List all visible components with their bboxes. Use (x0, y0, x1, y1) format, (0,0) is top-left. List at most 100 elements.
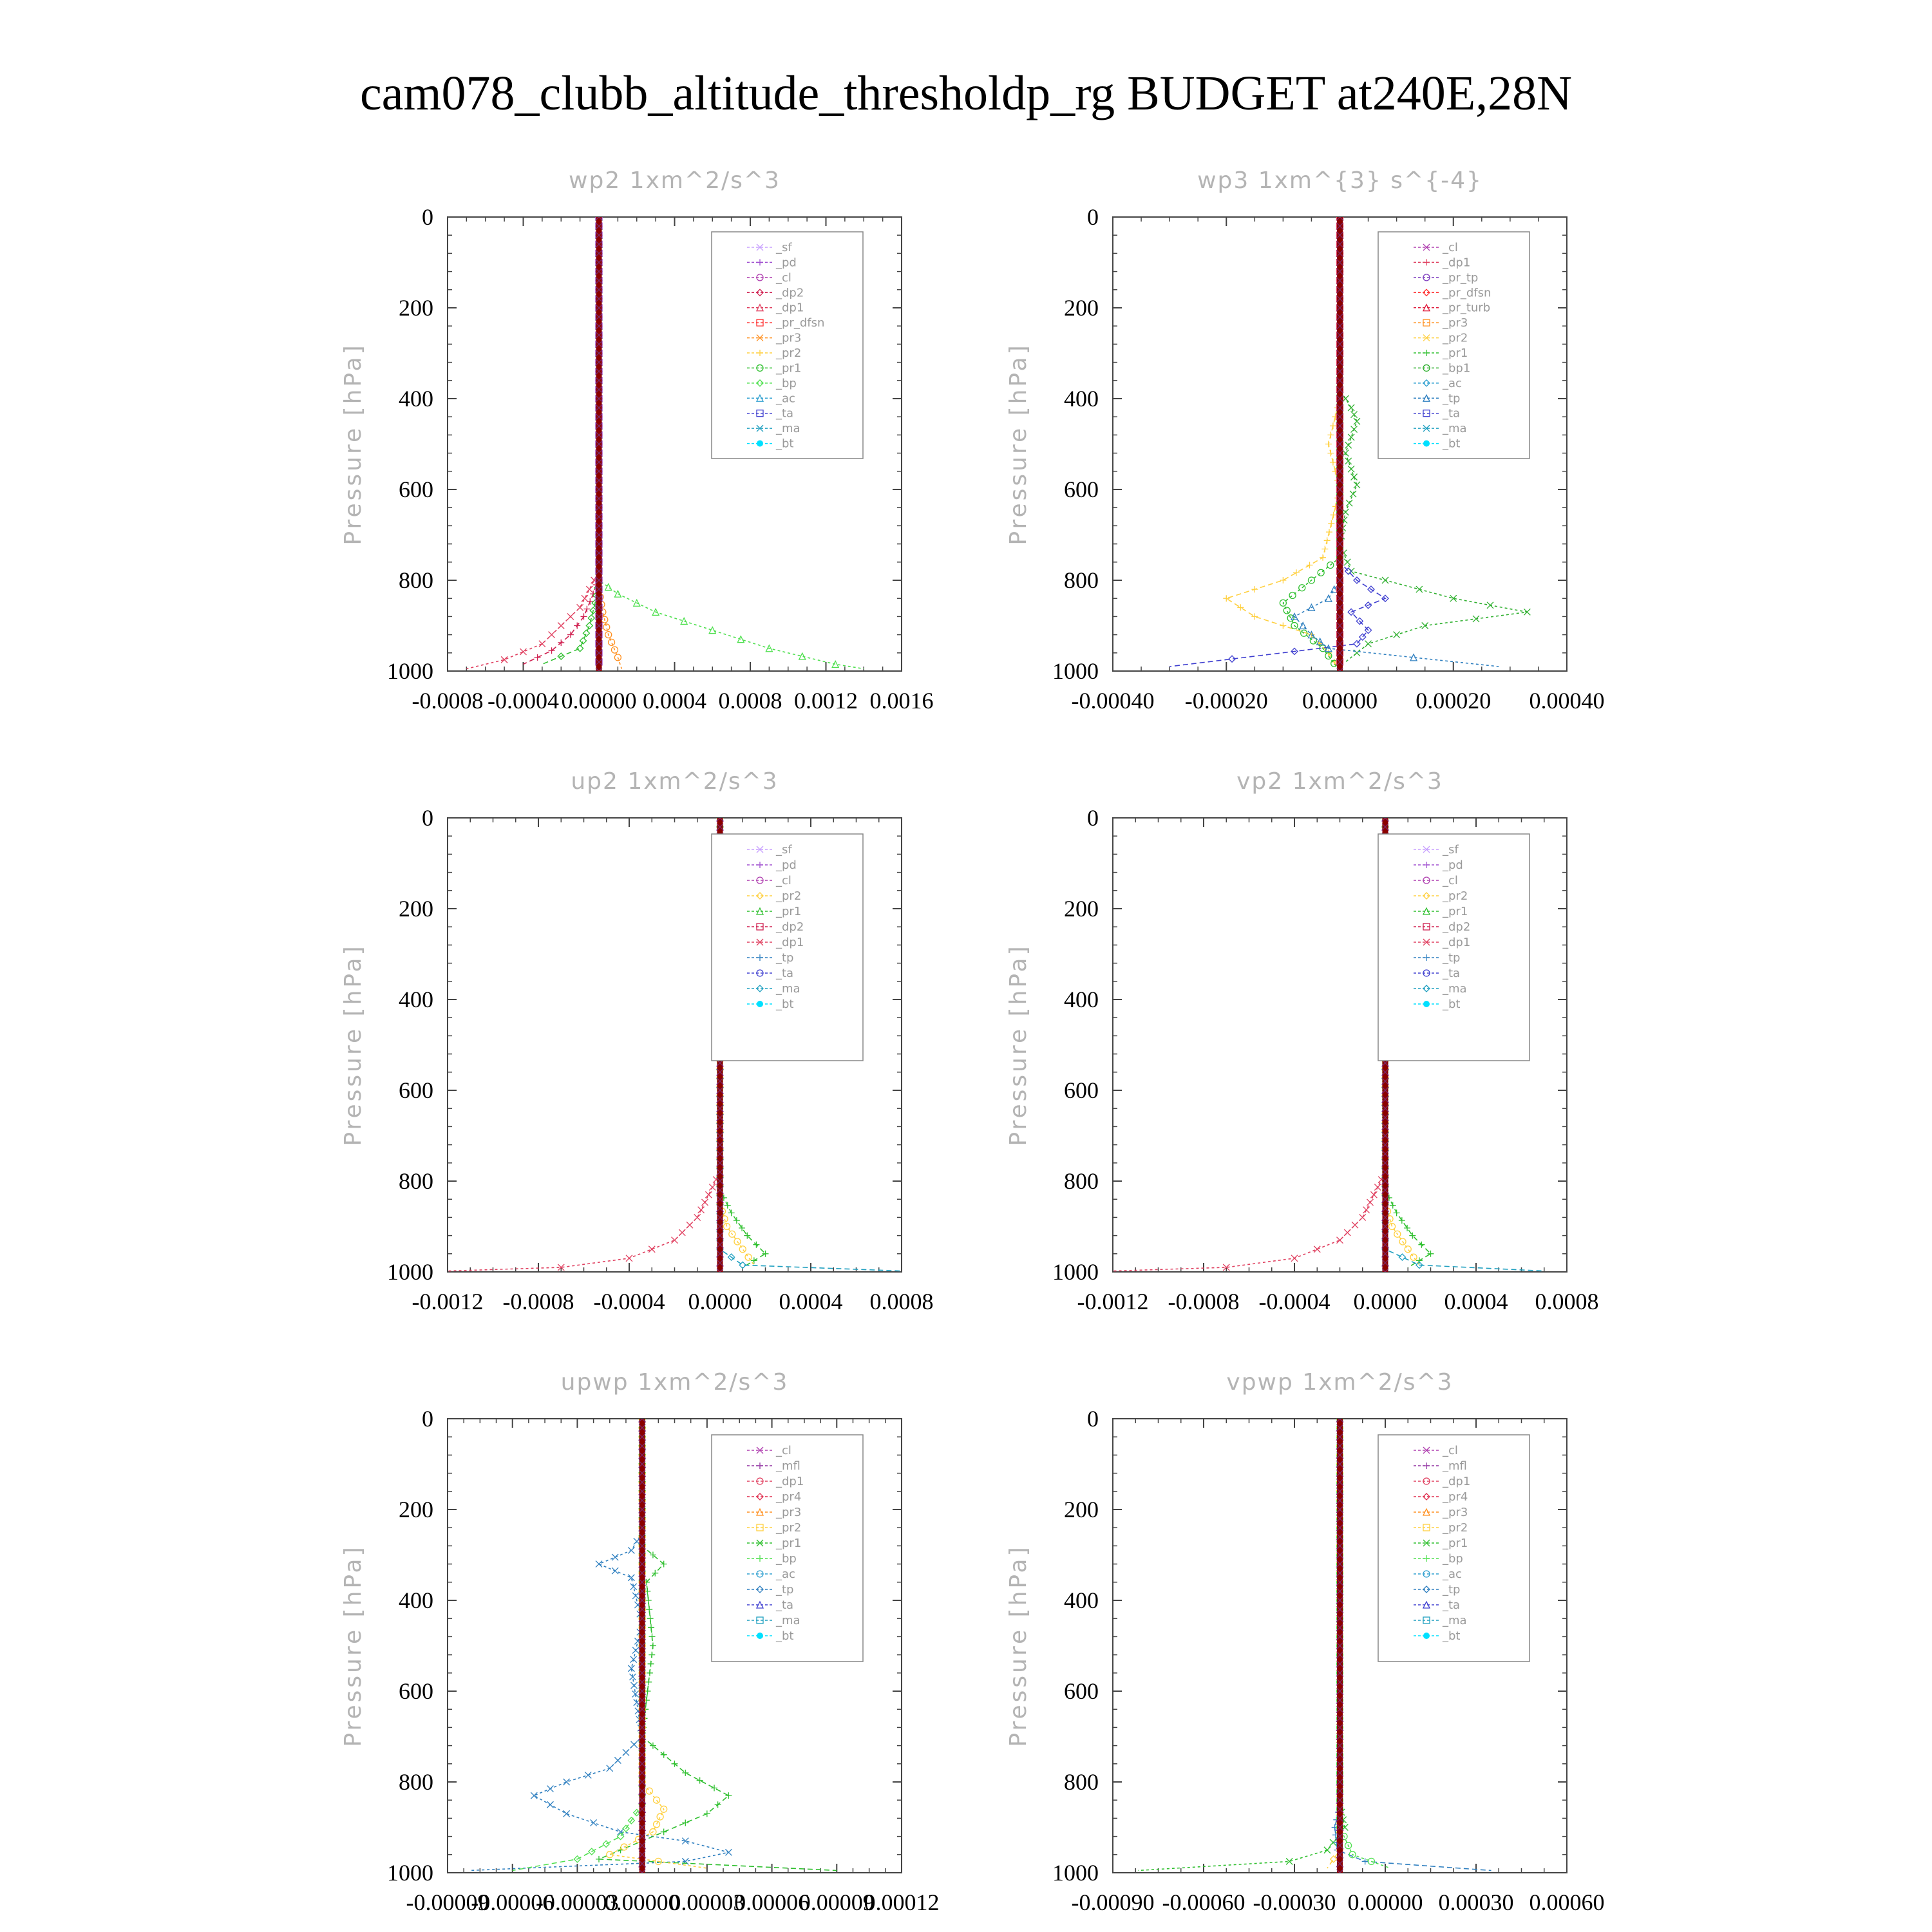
zero-line-marker (1336, 558, 1343, 566)
series-point (660, 1751, 667, 1758)
series-point (632, 1808, 641, 1817)
zero-line-marker (638, 1742, 646, 1750)
series-point (1329, 422, 1336, 430)
series-point (1367, 1198, 1374, 1206)
legend-label: _ma (1442, 982, 1467, 996)
zero-line-marker (1336, 395, 1343, 402)
legend-label: _pd (775, 256, 797, 269)
legend-marker (756, 1539, 764, 1547)
legend-label: _pr3 (775, 332, 801, 345)
series-point (680, 616, 688, 625)
series-point (595, 1560, 603, 1568)
legend-item-pr1: _pr1 (747, 905, 801, 918)
zero-line-marker (1336, 1851, 1343, 1859)
x-tick-label: 0.00000 (605, 1889, 680, 1915)
legend-label: _bp1 (1442, 361, 1470, 375)
series-point (520, 648, 527, 656)
zero-line-marker (1336, 1860, 1343, 1868)
legend-marker (1423, 364, 1430, 372)
series-point (587, 1848, 596, 1856)
zero-line-marker (1336, 1578, 1343, 1586)
series-point (697, 1206, 705, 1214)
legend-label: _sf (1442, 843, 1459, 857)
legend-label: _tp (1442, 1583, 1460, 1596)
series-point (632, 1690, 639, 1698)
x-tick-label: 0.00003 (669, 1889, 744, 1915)
legend-marker (757, 440, 763, 447)
series-point (1353, 576, 1361, 584)
legend-marker (1423, 334, 1430, 342)
series-point (652, 607, 660, 616)
zero-line-marker (1336, 1560, 1343, 1568)
legend-marker (1422, 1600, 1431, 1609)
series-point (1399, 1238, 1406, 1245)
zero-line-marker (1336, 1461, 1343, 1468)
zero-line-marker (1336, 1751, 1343, 1759)
legend-marker (1423, 410, 1430, 417)
x-tick-label: -0.0004 (594, 1289, 665, 1314)
legend-item-bt: _bt (1414, 998, 1460, 1011)
legend-label: _ac (775, 392, 795, 405)
legend-item-dp1: _dp1 (747, 301, 804, 315)
y-tick-label: 800 (1064, 567, 1099, 593)
series-point (1347, 465, 1355, 473)
legend-item-pr1: _pr1 (1414, 905, 1468, 918)
zero-line-marker (595, 240, 603, 248)
series-point (1285, 1857, 1293, 1865)
series-point (1325, 440, 1332, 448)
legend-marker (757, 259, 763, 266)
legend-item-bt: _bt (747, 437, 793, 451)
panel-title: up2 1xm^2/s^3 (571, 768, 778, 795)
legend-marker (1423, 1570, 1430, 1578)
legend-item-tp: _tp (1414, 392, 1460, 405)
series-point (723, 1222, 731, 1231)
series-point (1328, 520, 1335, 527)
legend-marker (756, 1524, 764, 1531)
x-tick-label: 0.0016 (870, 688, 934, 714)
zero-line-marker (1336, 1515, 1343, 1522)
series-point (534, 654, 541, 661)
series-point (630, 1656, 638, 1663)
legend-label: _pr2 (775, 889, 801, 903)
legend-marker (756, 410, 764, 417)
legend-marker (755, 907, 764, 915)
series-point (1291, 621, 1298, 630)
series-point (1343, 1229, 1351, 1236)
series-point (1359, 1213, 1367, 1221)
legend-label: _pr_dfsn (1442, 286, 1491, 299)
series-point (1370, 1191, 1378, 1198)
legend-marker (756, 319, 764, 327)
series-point (1367, 585, 1375, 594)
series-point (649, 1633, 656, 1640)
series-point (1317, 569, 1325, 576)
zero-line-marker (1336, 1742, 1343, 1750)
zero-line-marker (1336, 531, 1343, 538)
zero-line-marker (1381, 1159, 1389, 1167)
series-point (652, 1796, 661, 1804)
legend-label: _ma (1442, 1614, 1467, 1627)
y-tick-label: 0 (422, 805, 433, 831)
legend-label: _pr1 (1442, 346, 1468, 360)
legend: _cl _mfl _dp1 _pr4 _pr3 _pr2 _pr1 _bp_ac _tp _ta _… (1378, 1434, 1530, 1662)
zero-line-marker (595, 603, 603, 611)
legend-label: _bt (775, 998, 793, 1011)
zero-line-stack (638, 1419, 646, 1873)
legend-label: _pr2 (1442, 1521, 1468, 1535)
series-point (1349, 1851, 1356, 1859)
zero-line-marker (638, 1533, 646, 1540)
series-line (1339, 1419, 1391, 1869)
series-point (1350, 426, 1358, 433)
zero-line-marker (638, 1433, 646, 1441)
legend-label: _ac (775, 1567, 795, 1581)
series-point (630, 1741, 638, 1748)
series-point (660, 1805, 668, 1813)
legend-marker (756, 289, 764, 297)
series-point (548, 647, 555, 654)
legend-label: _dp1 (1442, 1475, 1470, 1488)
zero-line-marker (595, 622, 603, 629)
figure-title: cam078_clubb_altitude_thresholdp_rg BUDG… (360, 66, 1572, 120)
zero-line-marker (1336, 1696, 1343, 1704)
y-tick-label: 400 (1064, 386, 1099, 412)
zero-line-marker (1336, 240, 1343, 248)
legend-item-dp1: _dp1 (1414, 256, 1470, 269)
